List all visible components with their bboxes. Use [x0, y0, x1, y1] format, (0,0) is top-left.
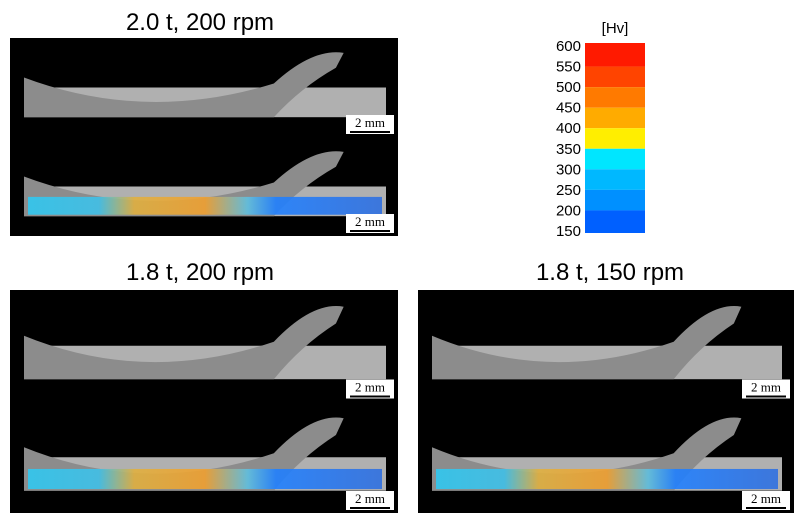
hardness-overlay	[28, 468, 382, 490]
micrographs: 2 mm 2 mm 2 mm 2 mm 2 mm 2 mm	[10, 38, 794, 513]
colorbar-band	[585, 87, 645, 108]
scale-label: 2 mm	[355, 115, 385, 130]
weld-zone	[432, 306, 742, 380]
scale-box	[742, 379, 790, 399]
weld-zone	[24, 52, 344, 118]
panel-title: 1.8 t, 150 rpm	[536, 259, 684, 286]
colorbar-band	[585, 66, 645, 88]
scale-box	[346, 491, 394, 510]
colorbar-band	[585, 189, 645, 211]
colorbar-band	[585, 148, 645, 170]
panel-title: 1.8 t, 200 rpm	[126, 259, 274, 286]
colorbar-tick-label: 550	[556, 59, 581, 76]
colorbar-band	[585, 210, 645, 233]
colorbar-tick-label: 350	[556, 141, 581, 158]
scale-box	[346, 214, 394, 233]
scale-label: 2 mm	[751, 380, 781, 395]
colorbar-tick-label: 400	[556, 120, 581, 137]
weld-zone	[24, 306, 344, 380]
scale-label: 2 mm	[355, 214, 385, 229]
colorbar-unit: [Hv]	[602, 20, 629, 37]
panel-title: 2.0 t, 200 rpm	[126, 9, 274, 36]
colorbar-band	[585, 107, 645, 129]
scale-box	[742, 491, 790, 510]
colorbar-band	[585, 128, 645, 149]
scale-label: 2 mm	[355, 491, 385, 506]
colorbar-tick-label: 600	[556, 38, 581, 55]
scale-label: 2 mm	[751, 491, 781, 506]
colorbar-band	[585, 169, 645, 190]
colorbar-tick-label: 250	[556, 182, 581, 199]
hardness-overlay	[28, 196, 382, 215]
colorbar-band	[585, 43, 645, 67]
colorbar-tick-label: 450	[556, 100, 581, 117]
scale-label: 2 mm	[355, 380, 385, 395]
hardness-overlay	[436, 468, 778, 490]
scale-box	[346, 379, 394, 399]
scale-box	[346, 115, 394, 134]
colorbar-tick-label: 200	[556, 202, 581, 219]
colorbar-tick-label: 300	[556, 161, 581, 178]
colorbar-tick-label: 150	[556, 223, 581, 240]
colorbar-tick-label: 500	[556, 79, 581, 96]
